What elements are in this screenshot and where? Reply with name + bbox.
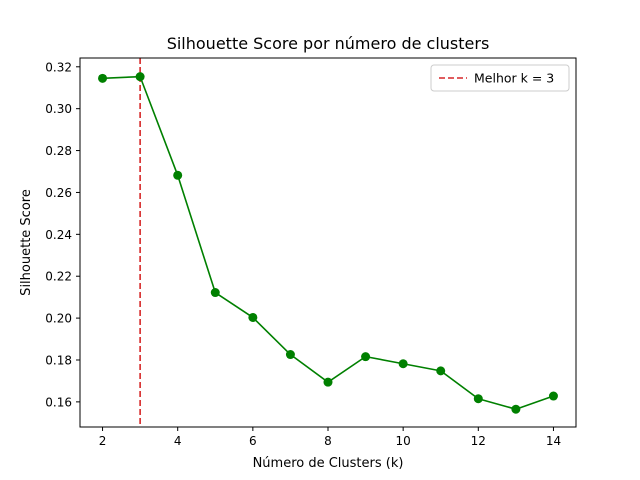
data-point xyxy=(548,391,558,401)
data-point xyxy=(398,359,408,369)
data-point xyxy=(285,350,295,360)
x-axis-label: Número de Clusters (k) xyxy=(253,456,404,471)
plot-frame xyxy=(79,57,577,428)
y-tick-label: 0.18 xyxy=(45,353,72,367)
data-point xyxy=(361,352,371,362)
y-axis-label: Silhouette Score xyxy=(19,189,34,296)
data-point xyxy=(436,366,446,376)
data-point xyxy=(210,288,220,298)
data-point xyxy=(173,170,183,180)
legend: Melhor k = 3 xyxy=(430,64,570,92)
x-tick-label: 14 xyxy=(546,434,561,448)
y-tick-label: 0.22 xyxy=(45,270,72,284)
y-tick-label: 0.28 xyxy=(45,144,72,158)
x-axis: 2 4 6 8 10 12 14 xyxy=(99,427,561,448)
y-tick-label: 0.30 xyxy=(45,102,72,116)
series-layer xyxy=(98,72,558,414)
x-tick-label: 12 xyxy=(471,434,486,448)
legend-label: Melhor k = 3 xyxy=(474,71,554,86)
y-tick-label: 0.20 xyxy=(45,312,72,326)
data-point xyxy=(248,312,258,322)
y-axis: 0.16 0.18 0.20 0.22 0.24 0.26 0.28 0.30 0.32 xyxy=(45,60,80,409)
y-tick-label: 0.24 xyxy=(45,228,72,242)
data-point xyxy=(473,394,483,404)
data-point xyxy=(135,72,145,82)
data-point xyxy=(511,404,521,414)
y-tick-label: 0.32 xyxy=(45,60,72,74)
x-tick-label: 10 xyxy=(396,434,411,448)
y-tick-label: 0.26 xyxy=(45,186,72,200)
legend-box xyxy=(430,64,570,92)
x-tick-label: 8 xyxy=(324,434,332,448)
x-tick-label: 2 xyxy=(99,434,107,448)
chart-title: Silhouette Score por número de clusters xyxy=(167,34,490,53)
x-tick-label: 4 xyxy=(174,434,182,448)
y-tick-label: 0.16 xyxy=(45,395,72,409)
x-tick-label: 6 xyxy=(249,434,257,448)
data-point xyxy=(98,73,108,83)
plot-area xyxy=(80,58,576,427)
data-point xyxy=(323,377,333,387)
